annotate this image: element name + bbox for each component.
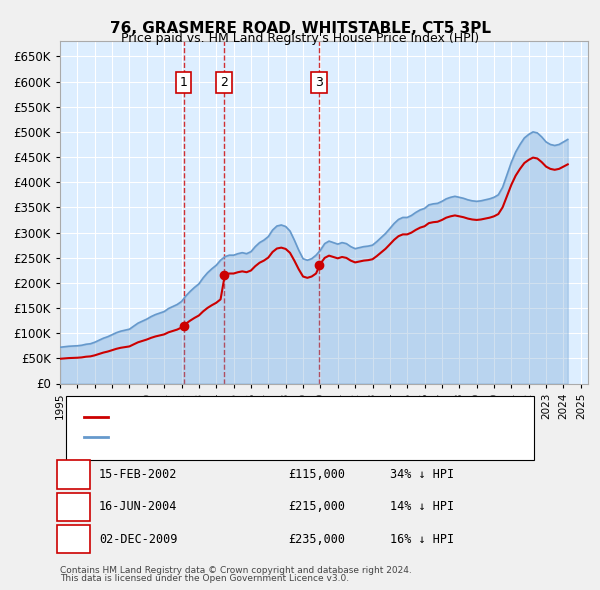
Text: 3: 3 [70,533,77,546]
Text: 76, GRASMERE ROAD, WHITSTABLE, CT5 3PL (detached house): 76, GRASMERE ROAD, WHITSTABLE, CT5 3PL (… [114,412,441,422]
Text: 1: 1 [70,468,77,481]
Text: 16% ↓ HPI: 16% ↓ HPI [390,533,454,546]
Text: £235,000: £235,000 [288,533,345,546]
Text: This data is licensed under the Open Government Licence v3.0.: This data is licensed under the Open Gov… [60,574,349,583]
Text: Price paid vs. HM Land Registry's House Price Index (HPI): Price paid vs. HM Land Registry's House … [121,32,479,45]
Text: 16-JUN-2004: 16-JUN-2004 [99,500,178,513]
Text: 14% ↓ HPI: 14% ↓ HPI [390,500,454,513]
Text: 34% ↓ HPI: 34% ↓ HPI [390,468,454,481]
Text: £115,000: £115,000 [288,468,345,481]
Text: 15-FEB-2002: 15-FEB-2002 [99,468,178,481]
Text: 2: 2 [70,500,77,513]
Text: Contains HM Land Registry data © Crown copyright and database right 2024.: Contains HM Land Registry data © Crown c… [60,566,412,575]
Text: £215,000: £215,000 [288,500,345,513]
Text: 3: 3 [315,76,323,89]
Text: 76, GRASMERE ROAD, WHITSTABLE, CT5 3PL: 76, GRASMERE ROAD, WHITSTABLE, CT5 3PL [110,21,491,35]
Text: 2: 2 [220,76,228,89]
Text: HPI: Average price, detached house, Canterbury: HPI: Average price, detached house, Cant… [114,432,366,441]
Text: 02-DEC-2009: 02-DEC-2009 [99,533,178,546]
Text: 1: 1 [180,76,188,89]
